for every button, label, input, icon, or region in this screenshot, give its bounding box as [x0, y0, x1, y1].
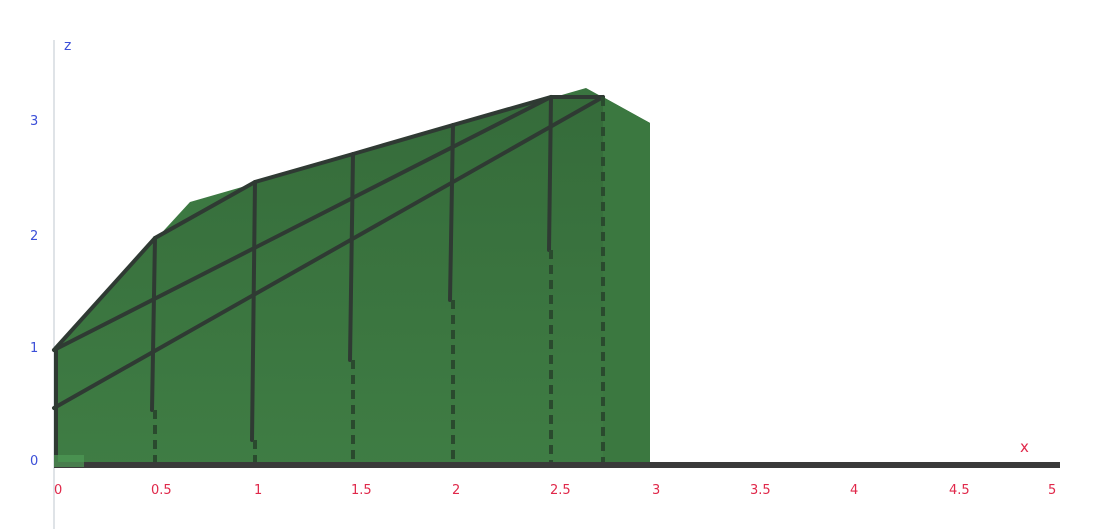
x-tick-label: 3.5 — [750, 483, 771, 498]
x-tick-label: 2 — [452, 483, 460, 498]
x-tick-label: 1 — [254, 483, 262, 498]
diagonal-rod-lower — [52, 95, 605, 410]
x-tick-label: 4 — [850, 483, 858, 498]
x-tick-label: 5 — [1048, 483, 1056, 498]
z-tick-label: 0 — [30, 454, 38, 469]
diagonal-rod-middle — [52, 95, 553, 352]
x-tick-labels: 0 0.5 1 1.5 2 2.5 3 3.5 4 4.5 5 — [54, 483, 1056, 498]
z-tick-labels: 0 1 2 3 — [30, 114, 38, 469]
x-tick-label: 2.5 — [550, 483, 571, 498]
vertical-rod — [448, 123, 455, 302]
x-axis-bar-origin — [54, 455, 84, 467]
vertical-rod — [250, 180, 257, 442]
z-tick-label: 1 — [30, 341, 38, 356]
x-tick-label: 0 — [54, 483, 62, 498]
z-axis-name: z — [64, 38, 71, 54]
x-tick-label: 3 — [652, 483, 660, 498]
x-tick-label: 1.5 — [351, 483, 372, 498]
z-tick-label: 2 — [30, 229, 38, 244]
solid-side-face — [603, 97, 650, 465]
vertical-rods — [54, 95, 605, 467]
x-axis-bar — [54, 462, 1060, 468]
vertical-rod — [150, 236, 157, 412]
x-tick-label: 4.5 — [949, 483, 970, 498]
vertical-rod — [547, 95, 553, 252]
z-tick-label: 3 — [30, 114, 38, 129]
vertical-rod — [348, 152, 355, 362]
x-tick-label: 0.5 — [151, 483, 172, 498]
x-axis-name: x — [1020, 438, 1029, 456]
